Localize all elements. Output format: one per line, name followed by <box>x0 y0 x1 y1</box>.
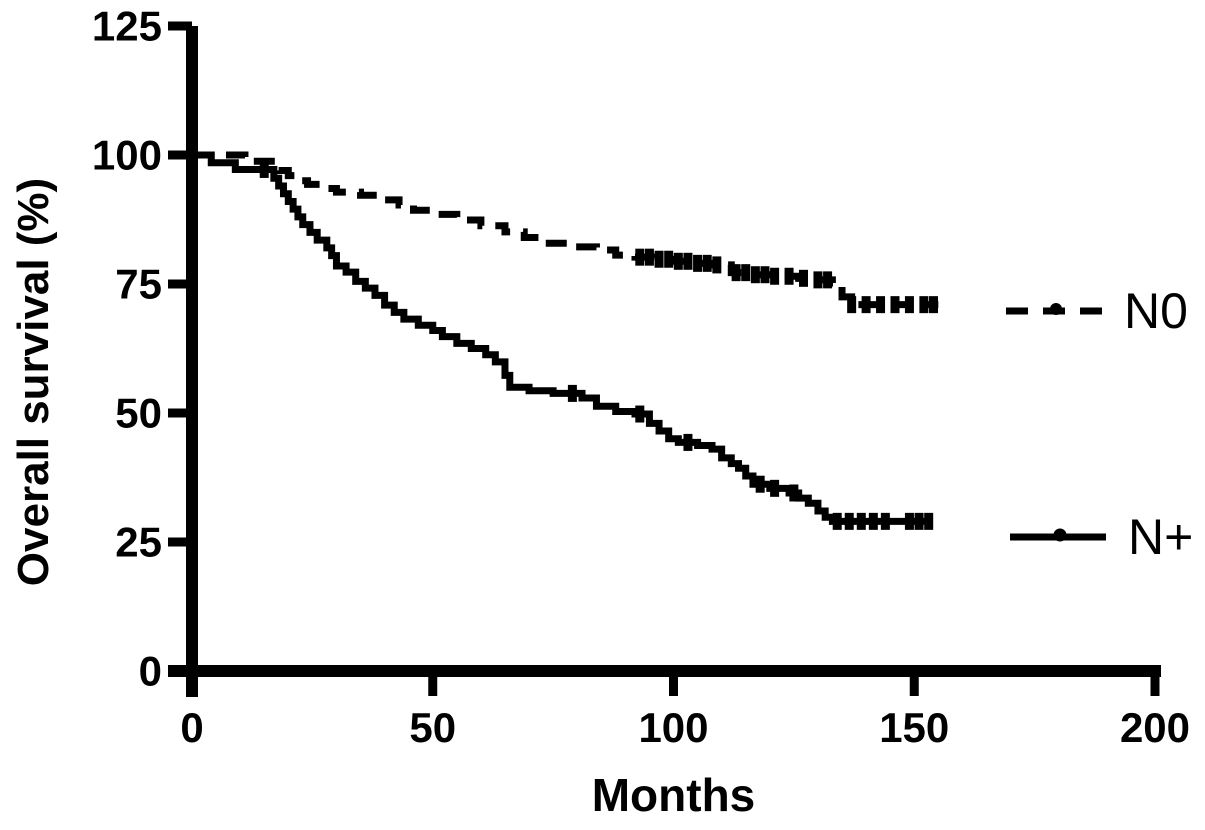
censor-tick-nplus <box>259 160 269 178</box>
censor-tick-n0 <box>890 296 900 314</box>
censor-tick-n0 <box>644 248 654 266</box>
censor-tick-n0 <box>712 256 722 274</box>
censor-tick-n0 <box>823 271 833 289</box>
censor-tick-nplus <box>789 484 799 502</box>
censor-tick-nplus <box>635 405 645 423</box>
censor-tick-nplus <box>755 475 765 493</box>
y-tick-label: 25 <box>115 519 162 566</box>
y-axis-title: Overall survival (%) <box>9 177 58 587</box>
censor-tick-nplus <box>880 512 890 530</box>
censor-tick-n0 <box>673 252 683 270</box>
censor-tick-n0 <box>664 250 674 268</box>
censor-tick-n0 <box>635 248 645 266</box>
censor-tick-n0 <box>904 296 914 314</box>
censor-tick-n0 <box>693 254 703 272</box>
censor-tick-nplus <box>770 479 780 497</box>
y-tick-label: 100 <box>92 132 162 179</box>
censor-tick-n0 <box>750 266 760 284</box>
y-tick-label: 125 <box>92 3 162 50</box>
censor-tick-n0 <box>876 296 886 314</box>
x-tick-label: 0 <box>180 704 203 751</box>
nplus-solid-line-swatch <box>1010 528 1106 542</box>
censor-tick-nplus <box>683 433 693 451</box>
censor-tick-n0 <box>929 296 939 314</box>
nplus-marker-dot <box>1053 528 1067 542</box>
censor-tick-n0 <box>683 252 693 270</box>
curve-n0 <box>192 151 939 309</box>
legend-item-nplus: N+ <box>1008 512 1193 562</box>
censor-tick-nplus <box>567 384 577 402</box>
censor-tick-nplus <box>924 512 934 530</box>
censor-tick-nplus <box>856 512 866 530</box>
censor-tick-n0 <box>770 267 780 285</box>
censor-tick-n0 <box>731 264 741 282</box>
censor-tick-n0 <box>654 250 664 268</box>
curve-nplus <box>192 151 929 525</box>
n0-dashed-line-swatch <box>1006 303 1102 315</box>
censor-tick-nplus <box>904 512 914 530</box>
y-tick-label: 75 <box>115 261 162 308</box>
censor-tick-nplus <box>868 512 878 530</box>
legend-label-n0: N0 <box>1124 283 1188 339</box>
x-tick-label: 150 <box>879 704 949 751</box>
y-tick-label: 0 <box>139 648 162 695</box>
censor-tick-n0 <box>799 269 809 287</box>
censor-tick-n0 <box>741 264 751 282</box>
x-tick-label: 50 <box>409 704 456 751</box>
censor-tick-n0 <box>847 296 857 314</box>
censor-tick-n0 <box>813 271 823 289</box>
censor-tick-n0 <box>919 296 929 314</box>
x-axis-title: Months <box>591 769 756 821</box>
x-tick-label: 200 <box>1120 704 1190 751</box>
n0-marker-dot <box>1050 303 1062 315</box>
y-tick-label: 50 <box>115 390 162 437</box>
censor-tick-nplus <box>832 512 842 530</box>
censor-tick-n0 <box>861 296 871 314</box>
censor-tick-n0 <box>784 267 794 285</box>
legend-item-n0: N0 <box>1004 286 1188 336</box>
censor-tick-n0 <box>760 266 770 284</box>
censor-tick-n0 <box>702 254 712 272</box>
x-tick-label: 100 <box>638 704 708 751</box>
censor-tick-nplus <box>914 512 924 530</box>
legend-label-nplus: N+ <box>1128 509 1194 565</box>
censor-tick-nplus <box>844 512 854 530</box>
